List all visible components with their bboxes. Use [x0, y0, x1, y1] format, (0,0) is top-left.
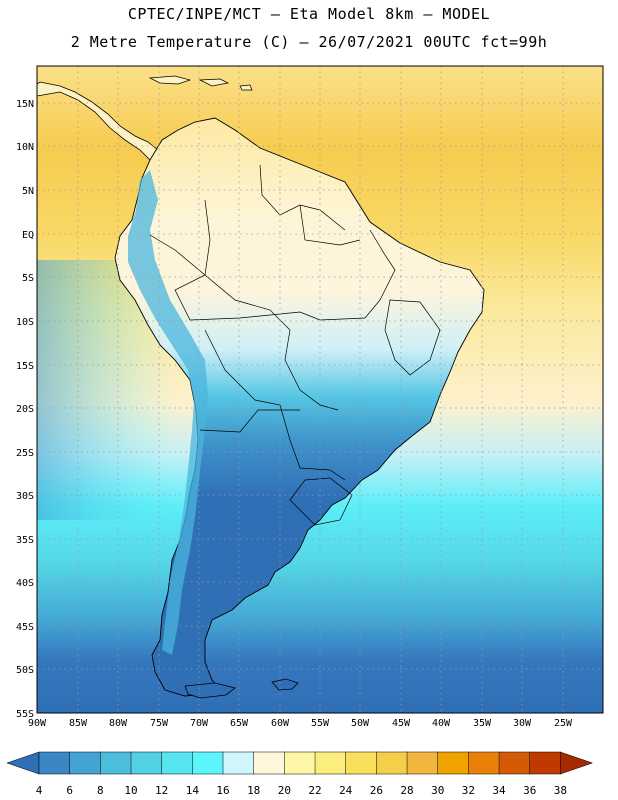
- legend-tick-label: 4: [36, 784, 43, 797]
- legend-swatch: [222, 751, 255, 775]
- legend-swatch: [468, 751, 500, 775]
- graticule: [37, 66, 603, 713]
- lat-label: 10S: [16, 317, 34, 328]
- legend-tick-label: 30: [431, 784, 444, 797]
- legend-tick-label: 32: [462, 784, 475, 797]
- legend-swatch: [253, 751, 286, 775]
- lat-label: 20S: [16, 404, 34, 415]
- lat-label: 40S: [16, 578, 34, 589]
- map-area: [37, 66, 603, 713]
- legend-tick-label: 10: [124, 784, 137, 797]
- lon-label: 60W: [271, 718, 290, 729]
- lat-label: 55S: [16, 709, 34, 720]
- legend-swatch: [284, 751, 316, 775]
- legend-tick-label: 18: [247, 784, 260, 797]
- legend-swatch: [6, 751, 40, 775]
- legend-tick-label: 24: [339, 784, 353, 797]
- legend-tick-label: 36: [523, 784, 536, 797]
- legend-bar: [6, 751, 594, 775]
- title-line-2: 2 Metre Temperature (C) – 26/07/2021 00U…: [70, 33, 548, 51]
- tierra-del-fuego: [184, 682, 236, 699]
- legend-swatch: [314, 751, 347, 775]
- legend-tick-label: 34: [492, 784, 506, 797]
- andes-ridge: [128, 170, 208, 655]
- lon-label: 35W: [473, 718, 492, 729]
- lon-label: 55W: [311, 718, 330, 729]
- lat-label: 50S: [16, 665, 34, 676]
- legend-swatch: [38, 751, 71, 775]
- lat-label: 5N: [22, 186, 34, 197]
- legend-tick-label: 26: [370, 784, 383, 797]
- lon-label: 85W: [69, 718, 88, 729]
- lon-axis: 90W 85W 80W 75W 70W 65W 60W 55W 50W 45W …: [28, 718, 573, 729]
- lon-label: 90W: [28, 718, 47, 729]
- legend-swatch: [529, 751, 562, 775]
- lat-label: 5S: [22, 273, 34, 284]
- legend-tick-label: 8: [97, 784, 104, 797]
- legend-tick-label: 6: [66, 784, 73, 797]
- legend-swatch: [130, 751, 163, 775]
- map-frame: [36, 65, 604, 714]
- lon-label: 75W: [150, 718, 169, 729]
- legend-swatch: [437, 751, 470, 775]
- caribbean-islands: [148, 75, 253, 91]
- lat-label: 45S: [16, 622, 34, 633]
- lon-label: 80W: [109, 718, 128, 729]
- central-america: [37, 81, 159, 161]
- legend-tick-label: 38: [554, 784, 567, 797]
- legend-swatch: [376, 751, 408, 775]
- lat-label: 10N: [16, 142, 34, 153]
- lat-label: 25S: [16, 448, 34, 459]
- lat-label: 30S: [16, 491, 34, 502]
- lon-label: 65W: [230, 718, 249, 729]
- legend-swatch: [100, 751, 132, 775]
- lat-label: 35S: [16, 535, 34, 546]
- legend-tick-label: 20: [278, 784, 291, 797]
- lat-label: EQ: [22, 230, 34, 241]
- legend-ticks: 4 6 8 10 12 14 16 18 20 22 24 26 28 30 32 34 36 38: [36, 784, 567, 797]
- legend-swatch: [161, 751, 194, 775]
- lon-label: 70W: [190, 718, 209, 729]
- country-borders: [149, 164, 441, 526]
- legend-tick-label: 14: [186, 784, 200, 797]
- lat-label: 15N: [16, 99, 34, 110]
- legend-tick-label: 22: [308, 784, 321, 797]
- lon-label: 30W: [513, 718, 532, 729]
- legend-tick-label: 28: [400, 784, 413, 797]
- lat-axis: 15N 10N 5N EQ 5S 10S 15S 20S 25S 30S 35S…: [16, 99, 34, 720]
- title-line-1: CPTEC/INPE/MCT – Eta Model 8km – MODEL: [127, 5, 491, 23]
- legend-swatch: [406, 751, 439, 775]
- legend-swatch: [498, 751, 531, 775]
- legend-tick-label: 16: [216, 784, 229, 797]
- falkland-islands: [271, 678, 299, 691]
- lon-label: 50W: [351, 718, 370, 729]
- legend-swatch: [560, 751, 594, 775]
- lat-label: 15S: [16, 361, 34, 372]
- legend-swatch: [192, 751, 224, 775]
- lon-label: 45W: [392, 718, 411, 729]
- lon-label: 25W: [554, 718, 573, 729]
- legend-swatch: [345, 751, 378, 775]
- legend-swatch: [69, 751, 102, 775]
- lon-label: 40W: [432, 718, 451, 729]
- legend-tick-label: 12: [155, 784, 168, 797]
